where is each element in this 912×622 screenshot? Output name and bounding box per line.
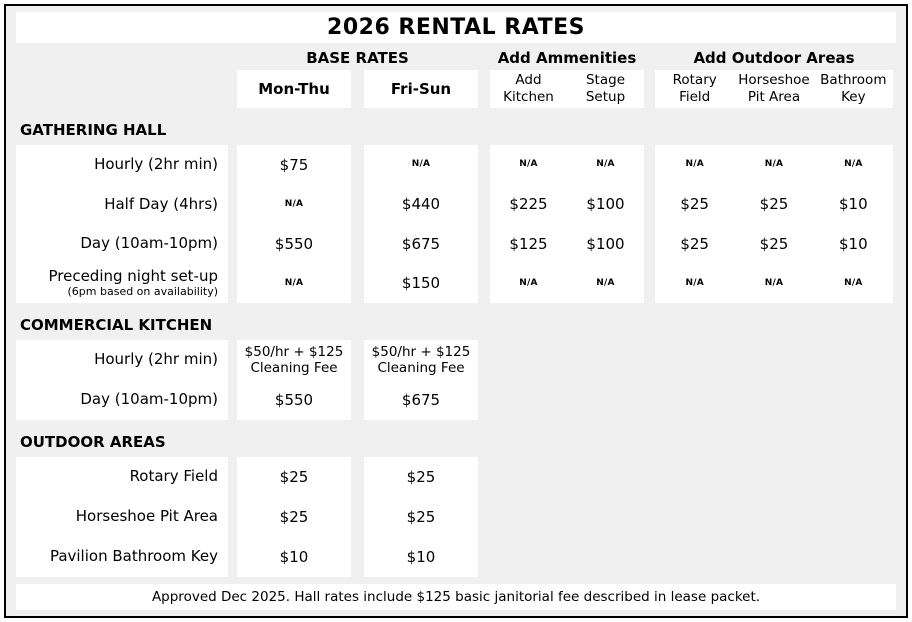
rate-cell: $25 <box>279 468 309 486</box>
section-heading-gathering-hall: GATHERING HALL <box>20 121 167 139</box>
rate-cell: $25 <box>759 195 789 214</box>
row-sublabel: (6pm based on availability) <box>67 284 219 298</box>
rate-cell: N/A <box>685 277 704 288</box>
gathering-hall-mon-thu-column: $75 N/A $550 N/A <box>237 145 351 303</box>
column-group-add-amenities: Add Ammenities <box>497 49 637 67</box>
gathering-hall-row-labels: Hourly (2hr min) Half Day (4hrs) Day (10… <box>16 145 228 303</box>
column-group-base-rates: BASE RATES <box>306 49 409 67</box>
rate-cell: N/A <box>411 159 431 170</box>
rate-cell: $10 <box>406 548 436 566</box>
rate-cell: $25 <box>680 195 709 214</box>
column-header-stage-setup: Stage Setup <box>585 72 626 105</box>
rate-cell: N/A <box>519 277 538 288</box>
rate-cell: $675 <box>401 234 441 253</box>
rate-cell: N/A <box>764 159 784 170</box>
page-title: 2026 RENTAL RATES <box>16 12 896 43</box>
outdoor-areas-row-labels: Rotary Field Horseshoe Pit Area Pavilion… <box>16 457 228 577</box>
rate-cell: $550 <box>274 234 314 253</box>
outdoor-column-headers: Rotary Field Horseshoe Pit Area Bathroom… <box>655 70 893 108</box>
column-header-add-kitchen: Add Kitchen <box>503 72 554 105</box>
column-group-add-outdoor-areas: Add Outdoor Areas <box>693 49 855 67</box>
rate-cell: N/A <box>844 277 863 288</box>
commercial-kitchen-row-labels: Hourly (2hr min) Day (10am-10pm) <box>16 340 228 420</box>
rate-cell: $10 <box>279 548 309 566</box>
rate-cell: $675 <box>401 391 441 409</box>
commercial-kitchen-mon-thu-column: $50/hr + $125 Cleaning Fee $550 <box>237 340 351 420</box>
section-heading-outdoor-areas: OUTDOOR AREAS <box>20 433 166 451</box>
rate-cell: $25 <box>759 234 789 253</box>
rate-cell: $10 <box>839 234 868 253</box>
row-label: Day (10am-10pm) <box>80 234 218 253</box>
row-label: Horseshoe Pit Area <box>75 507 218 526</box>
rate-cell: $25 <box>406 468 436 486</box>
rate-cell: N/A <box>596 159 615 170</box>
row-label: Hourly (2hr min) <box>94 155 218 174</box>
rate-cell: $25 <box>680 234 709 253</box>
rate-cell: $125 <box>509 234 548 253</box>
row-label: Half Day (4hrs) <box>104 194 218 213</box>
rate-cell: N/A <box>596 277 615 288</box>
rate-cell: N/A <box>764 277 784 288</box>
column-header-horseshoe-pit-area: Horseshoe Pit Area <box>738 72 810 105</box>
rate-cell: N/A <box>685 159 704 170</box>
row-label: Rotary Field <box>129 467 218 486</box>
rate-cell: $100 <box>586 234 625 253</box>
rate-cell: N/A <box>519 159 538 170</box>
column-header-mon-thu: Mon-Thu <box>237 70 351 108</box>
gathering-hall-fri-sun-column: N/A $440 $675 $150 <box>364 145 478 303</box>
outdoor-areas-fri-sun-column: $25 $25 $10 <box>364 457 478 577</box>
footer-note: Approved Dec 2025. Hall rates include $1… <box>16 584 896 610</box>
commercial-kitchen-fri-sun-column: $50/hr + $125 Cleaning Fee $675 <box>364 340 478 420</box>
rate-cell: N/A <box>284 198 304 209</box>
rate-cell: $100 <box>586 195 625 214</box>
rate-cell: N/A <box>284 277 304 288</box>
outdoor-areas-mon-thu-column: $25 $25 $10 <box>237 457 351 577</box>
rate-cell: $225 <box>509 195 548 214</box>
column-header-bathroom-key: Bathroom Key <box>820 72 887 105</box>
column-header-fri-sun: Fri-Sun <box>364 70 478 108</box>
row-label: Day (10am-10pm) <box>80 390 218 409</box>
rate-cell: N/A <box>844 159 863 170</box>
amenities-column-headers: Add Kitchen Stage Setup <box>490 70 644 108</box>
rate-cell: $550 <box>274 391 314 409</box>
row-label: Hourly (2hr min) <box>94 350 218 369</box>
rate-cell: $50/hr + $125 Cleaning Fee <box>244 343 344 376</box>
column-header-rotary-field: Rotary Field <box>672 72 717 105</box>
rate-cell: $25 <box>279 508 309 526</box>
rate-cell: $440 <box>401 195 441 214</box>
rate-cell: $75 <box>279 155 309 174</box>
rate-cell: $150 <box>401 274 441 293</box>
gathering-hall-amenities-columns: N/A $225 $125 N/A N/A $100 $100 N/A <box>490 145 644 303</box>
rate-cell: $50/hr + $125 Cleaning Fee <box>371 343 471 376</box>
section-heading-commercial-kitchen: COMMERCIAL KITCHEN <box>20 316 213 334</box>
row-label: Preceding night set-up (6pm based on ava… <box>48 267 219 298</box>
rate-cell: $25 <box>406 508 436 526</box>
row-label: Pavilion Bathroom Key <box>49 547 218 566</box>
rate-cell: $10 <box>839 195 868 214</box>
gathering-hall-outdoor-columns: N/A $25 $25 N/A N/A $25 $25 N/A N/A $10 … <box>655 145 893 303</box>
